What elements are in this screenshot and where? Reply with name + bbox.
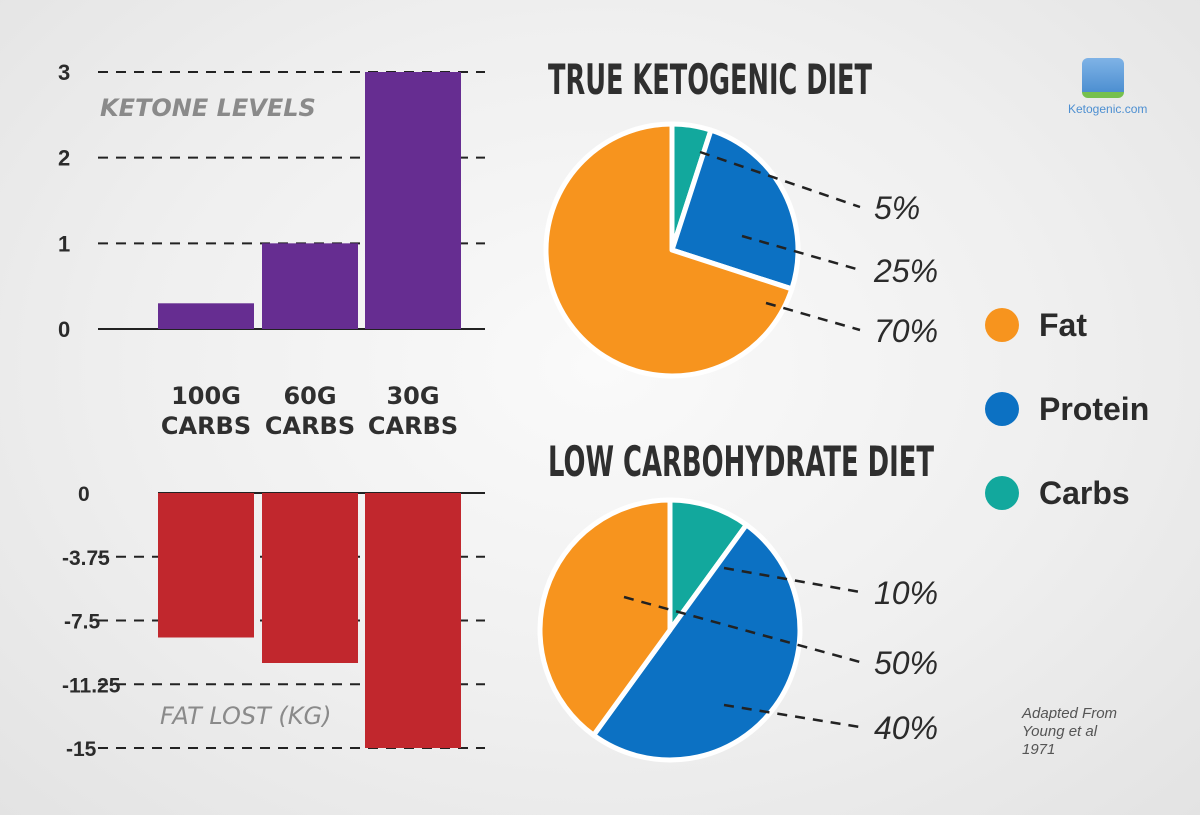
fat-chart-title: FAT LOST (KG) xyxy=(160,702,331,730)
pie-leader-line xyxy=(765,301,861,332)
carbs-swatch-icon xyxy=(985,476,1019,510)
category-label: 30G CARBS xyxy=(368,382,458,440)
fat-bar xyxy=(262,493,358,663)
source-line-1: Adapted From xyxy=(1022,705,1118,722)
pie-value-label: 10% xyxy=(874,575,938,611)
pie-slice-fat xyxy=(543,121,795,379)
pie-leader-line xyxy=(723,703,861,729)
ketone-ytick-labels: 3 2 1 0 xyxy=(58,60,70,342)
fat-ytick-labels: 0 -3.75 -7.5 -11.25 -15 xyxy=(62,483,121,761)
pie-slice-protein xyxy=(591,522,803,763)
logo-text: Ketogenic.com xyxy=(1068,102,1148,116)
pie-value-label: 5% xyxy=(874,190,920,226)
category-label: 60G CARBS xyxy=(265,382,355,440)
ketone-bar-chart: 3 2 1 0 KETONE LEVELS xyxy=(58,60,485,342)
legend-label-protein: Protein xyxy=(1039,390,1150,427)
ketone-chart-title: KETONE LEVELS xyxy=(100,94,316,122)
ketone-ytick-label: 3 xyxy=(58,60,70,85)
fat-ytick-label: -11.25 xyxy=(62,674,121,697)
keto-pie-chart xyxy=(543,121,801,379)
fat-ytick-label: -7.5 xyxy=(64,611,101,634)
lowcarb-pie-title: LOW CARBOHYDRATE DIET xyxy=(548,437,934,486)
ketone-bars xyxy=(158,72,461,329)
legend-item-carbs: Carbs xyxy=(985,468,1130,518)
legend-label-carbs: Carbs xyxy=(1039,474,1130,511)
keto-pie-labels: 5% 25% 70% xyxy=(699,150,938,349)
source-note: Adapted From Young et al 1971 xyxy=(1022,705,1152,759)
fat-bars xyxy=(158,493,461,748)
pie-value-label: 70% xyxy=(874,313,938,349)
lowcarb-pie-chart xyxy=(537,497,803,763)
pie-slice-fat xyxy=(537,497,673,738)
legend-item-protein: Protein xyxy=(985,384,1149,434)
fat-ytick-label: -3.75 xyxy=(62,547,110,570)
fat-bar xyxy=(158,493,254,638)
pie-value-label: 25% xyxy=(873,253,938,289)
ketone-ytick-label: 0 xyxy=(58,317,70,342)
fat-bar xyxy=(365,493,461,748)
fat-lost-bar-chart: 0 -3.75 -7.5 -11.25 -15 FAT LOST (KG) xyxy=(62,483,485,761)
ketone-bar xyxy=(365,72,461,329)
lowcarb-pie-labels: 10% 50% 40% xyxy=(623,566,938,746)
ketogenic-logo: Ketogenic.com xyxy=(1068,58,1148,122)
fat-ytick-label: 0 xyxy=(78,483,90,506)
pie-value-label: 50% xyxy=(874,645,938,681)
pie-value-label: 40% xyxy=(874,710,938,746)
source-line-2: Young et al xyxy=(1022,723,1098,740)
fat-ytick-label: -15 xyxy=(66,738,97,761)
pie-leader-line xyxy=(623,595,861,664)
pie-leader-line xyxy=(741,234,861,272)
ketone-ytick-label: 2 xyxy=(58,146,70,171)
ketone-ytick-label: 1 xyxy=(58,231,70,256)
ketone-bar xyxy=(158,303,254,329)
legend-item-fat: Fat xyxy=(985,300,1087,350)
pie-slice-protein xyxy=(669,127,801,292)
pie-leader-line xyxy=(723,566,861,594)
legend-label-fat: Fat xyxy=(1039,306,1087,343)
fat-swatch-icon xyxy=(985,308,1019,342)
source-line-3: 1971 xyxy=(1022,741,1056,758)
keto-pie-title: TRUE KETOGENIC DIET xyxy=(548,55,872,104)
category-label: 100G CARBS xyxy=(161,382,251,440)
logo-icon xyxy=(1082,58,1124,98)
protein-swatch-icon xyxy=(985,392,1019,426)
ketone-bar xyxy=(262,243,358,329)
